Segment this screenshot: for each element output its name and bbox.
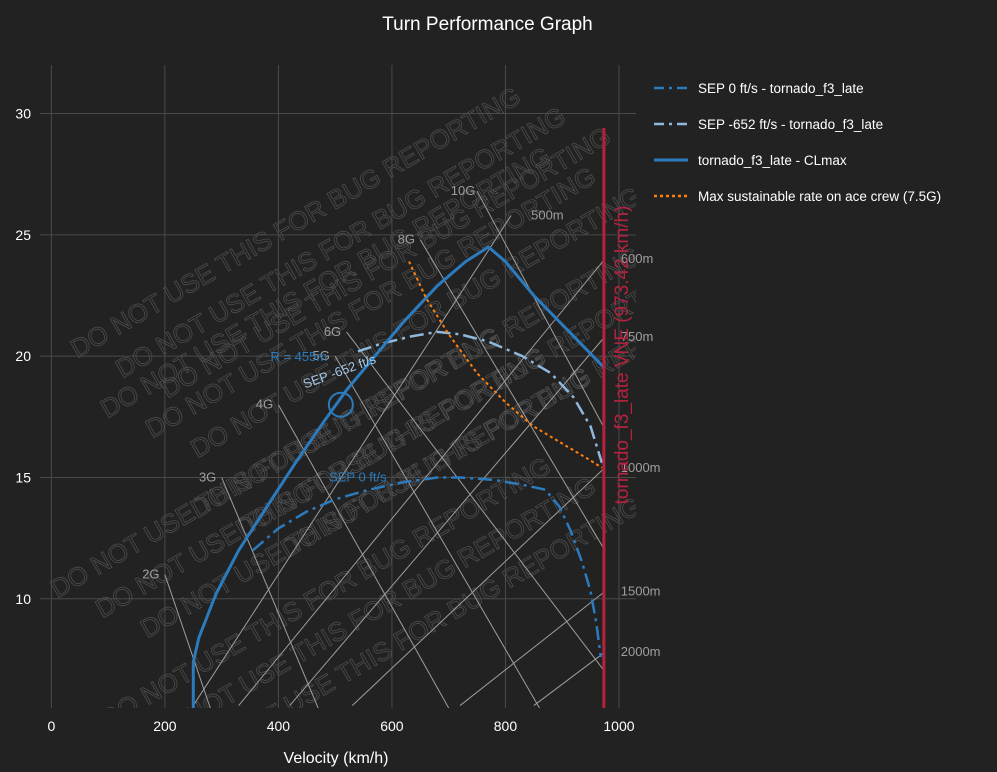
turn-radius-line: [238, 258, 606, 706]
legend-label: Max sustainable rate on ace crew (7.5G): [698, 188, 942, 204]
g-load-label: 5G: [312, 348, 329, 363]
g-load-line: [476, 190, 606, 430]
turn-radius-line: [192, 215, 512, 706]
legend-item-3[interactable]: tornado_f3_late - CLmax: [652, 142, 992, 178]
g-load-label: 4G: [256, 397, 273, 412]
x-tick-label: 1000: [603, 718, 634, 734]
g-load-line: [221, 477, 319, 708]
sep-0-label: SEP 0 ft/s: [329, 469, 387, 484]
g-load-label: 3G: [199, 469, 216, 484]
g-load-line: [164, 574, 211, 708]
turn-radius-label: 2000m: [621, 644, 661, 659]
g-load-label: 2G: [142, 567, 159, 582]
y-tick-label: 10: [15, 591, 31, 607]
legend-swatch: [654, 86, 688, 90]
y-tick-label: 30: [15, 106, 31, 122]
vne-label: tornado_f3_late VNE (973.42 km/h): [612, 206, 633, 505]
g-load-label: 8G: [398, 232, 415, 247]
legend-swatch: [654, 122, 688, 126]
turn-radius-line: [351, 467, 606, 706]
chart-title: Turn Performance Graph: [382, 14, 593, 35]
y-tick-label: 25: [15, 227, 31, 243]
legend-label: tornado_f3_late - CLmax: [698, 152, 847, 168]
legend: SEP 0 ft/s - tornado_f3_late SEP -652 ft/…: [652, 70, 992, 214]
x-tick-label: 400: [267, 718, 291, 734]
series-line-1: [252, 476, 603, 658]
series-line-2: [357, 330, 604, 464]
x-tick-label: 0: [47, 718, 55, 734]
turn-radius-line: [289, 336, 606, 706]
x-axis-title: Velocity (km/h): [283, 750, 389, 767]
x-tick-label: 800: [494, 718, 518, 734]
legend-swatch: [654, 194, 688, 198]
y-tick-label: 20: [15, 348, 31, 364]
g-load-line: [346, 331, 606, 672]
legend-item-2[interactable]: SEP -652 ft/s - tornado_f3_late: [652, 106, 992, 142]
y-tick-label: 15: [15, 469, 31, 485]
turn-radius-label: 1000m: [621, 460, 661, 475]
series-line-3: [191, 245, 606, 708]
x-tick-label: 600: [380, 718, 404, 734]
legend-label: SEP 0 ft/s - tornado_f3_late: [698, 80, 864, 96]
turn-radius-label: 1500m: [621, 584, 661, 599]
turn-radius-marker-label: R = 455m: [270, 349, 327, 364]
turn-radius-label: 750m: [621, 329, 654, 344]
g-load-line: [419, 239, 606, 551]
g-load-label: 6G: [324, 324, 341, 339]
x-tick-label: 200: [153, 718, 177, 734]
legend-label: SEP -652 ft/s - tornado_f3_late: [698, 116, 884, 132]
legend-item-4[interactable]: Max sustainable rate on ace crew (7.5G): [652, 178, 992, 214]
legend-item-1[interactable]: SEP 0 ft/s - tornado_f3_late: [652, 70, 992, 106]
turn-radius-marker: [327, 391, 354, 418]
series-line-4: [408, 261, 603, 469]
turn-radius-label: 500m: [531, 207, 564, 222]
turn-radius-label: 600m: [621, 251, 654, 266]
g-load-line: [277, 404, 450, 708]
turn-radius-line: [459, 591, 606, 706]
turn-radius-line: [533, 651, 606, 706]
legend-swatch: [654, 158, 688, 162]
g-load-label: 10G: [451, 183, 476, 198]
